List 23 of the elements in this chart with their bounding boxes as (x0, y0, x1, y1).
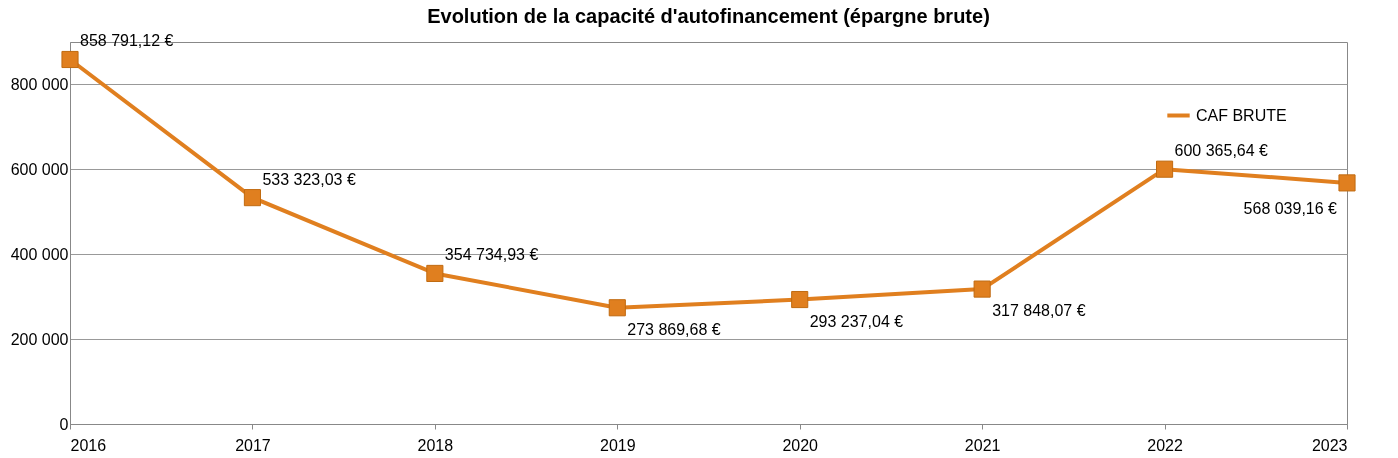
chart-title: Evolution de la capacité d'autofinancement (épargne brute) (427, 5, 990, 28)
y-tick-label: 200 000 (10, 330, 69, 348)
y-tick-label: 400 000 (10, 245, 69, 263)
x-tick-label: 2020 (782, 436, 819, 454)
y-tick-label: 0 (59, 415, 69, 433)
data-label: 293 237,04 € (809, 312, 904, 330)
x-tick-label: 2017 (235, 436, 271, 454)
x-tick-label: 2019 (599, 436, 636, 454)
data-label: 273 869,68 € (627, 320, 721, 338)
x-tick-label: 2022 (1147, 436, 1183, 454)
data-label: 354 734,93 € (444, 246, 539, 264)
data-label: 568 039,16 € (1243, 199, 1338, 217)
data-label: 533 323,03 € (262, 170, 356, 188)
data-label: 317 848,07 € (992, 302, 1086, 320)
data-label: 858 791,12 € (80, 32, 174, 50)
y-tick-label: 600 000 (10, 160, 69, 178)
x-tick-label: 2023 (1311, 436, 1348, 454)
legend-label: CAF BRUTE (1196, 106, 1287, 124)
y-tick-label: 800 000 (10, 75, 69, 93)
data-label: 600 365,64 € (1174, 142, 1269, 160)
x-tick-label: 2018 (417, 436, 454, 454)
x-tick-label: 2016 (70, 436, 107, 454)
x-tick-label: 2021 (964, 436, 1001, 454)
